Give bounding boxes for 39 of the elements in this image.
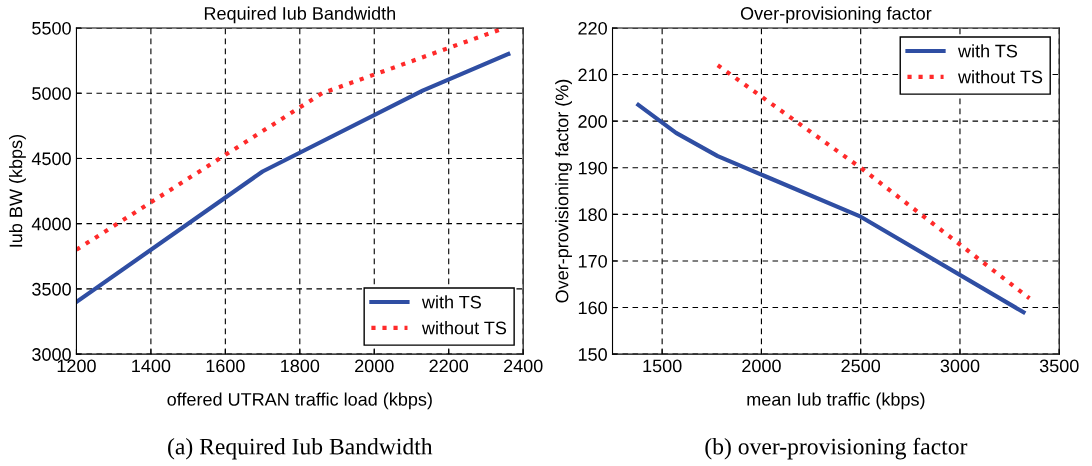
- line-series: [636, 102, 1026, 315]
- x-axis-title: offered UTRAN traffic load (kbps): [167, 392, 432, 410]
- chart-title: Over-provisioning factor: [740, 6, 932, 24]
- y-tick-label: 3500: [32, 282, 71, 296]
- x-tick-label: 1800: [281, 359, 320, 373]
- y-tick-label: 5500: [32, 21, 71, 35]
- y-tick-label: 4000: [31, 217, 71, 231]
- y-tick-label: 150: [578, 348, 607, 361]
- x-tick-label: 2000: [355, 359, 394, 373]
- x-tick-label: 3500: [1039, 359, 1079, 373]
- x-tick-label: 2200: [429, 359, 469, 373]
- x-tick-label: 1500: [643, 359, 682, 373]
- y-tick-label: 160: [578, 301, 607, 315]
- x-tick-label: 2400: [503, 359, 543, 373]
- x-tick-label: 1400: [132, 359, 171, 373]
- y-tick-label: 190: [578, 161, 607, 175]
- y-tick-label: 5000: [32, 87, 71, 100]
- y-tick-label: 4500: [31, 152, 71, 166]
- x-tick-label: 1600: [206, 359, 245, 373]
- legend-label: with TS: [421, 295, 481, 309]
- x-tick-label: 2500: [841, 359, 881, 373]
- chart-title: Required Iub Bandwidth: [204, 6, 395, 24]
- legend-label: without TS: [421, 321, 507, 335]
- text: (b) over-provisioning factor: [705, 437, 968, 460]
- x-tick-label: 3000: [940, 359, 980, 373]
- y-tick-label: 200: [578, 115, 607, 128]
- y-tick-label: 3000: [32, 348, 71, 361]
- y-tick-label: 220: [578, 21, 607, 35]
- text: (a) Required Iub Bandwidth: [168, 437, 433, 460]
- legend-label: without TS: [957, 70, 1043, 84]
- y-axis-title: Iub BW (kbps): [9, 134, 26, 247]
- legend-label: with TS: [957, 44, 1018, 58]
- y-axis-title: Over-provisioning factor (%): [555, 79, 572, 303]
- x-tick-label: 1200: [57, 359, 96, 373]
- y-tick-label: 180: [578, 208, 607, 222]
- y-tick-label: 210: [578, 68, 607, 82]
- x-tick-label: 2000: [742, 359, 781, 373]
- y-tick-label: 170: [578, 254, 607, 268]
- x-axis-title: mean Iub traffic (kbps): [747, 392, 925, 410]
